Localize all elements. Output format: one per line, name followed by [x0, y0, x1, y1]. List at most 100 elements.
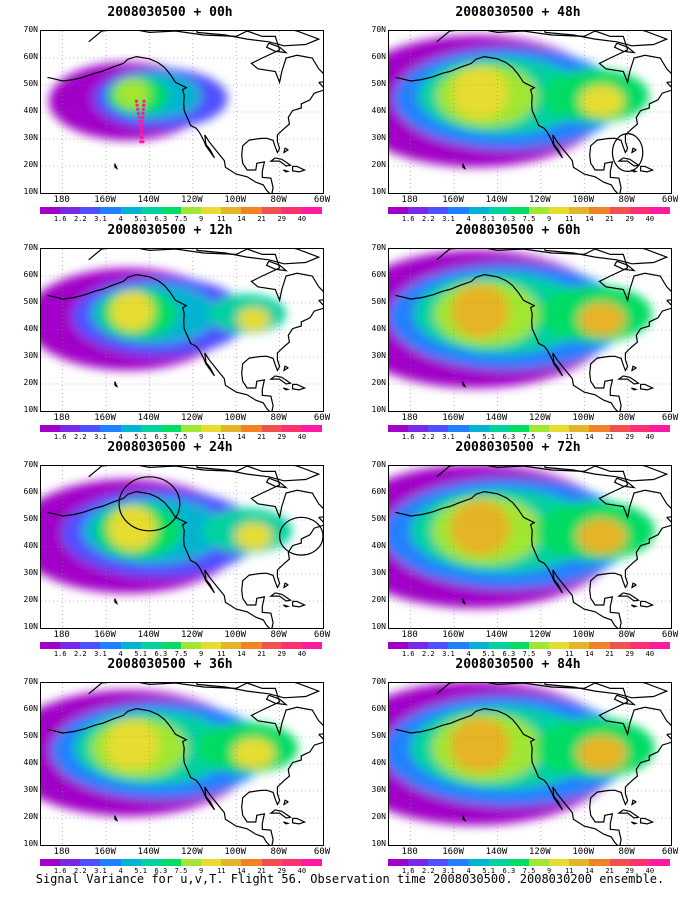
colorbar-label: 11 — [565, 215, 574, 223]
colorbar-label: 21 — [605, 867, 614, 875]
colorbar-label: 9 — [547, 433, 552, 441]
colorbar-label: 9 — [199, 215, 204, 223]
coastline — [395, 466, 671, 628]
colorbar-segment — [40, 207, 61, 214]
colorbar-segment — [549, 642, 570, 649]
coastline — [47, 249, 323, 411]
latitude-label: 60N — [371, 487, 386, 496]
colorbar-segment — [301, 207, 322, 214]
variance-field — [41, 31, 323, 193]
colorbar-segment — [261, 642, 282, 649]
longitude-label: 160W — [94, 847, 116, 857]
flight-track-dot — [139, 136, 143, 140]
colorbar-labels: 1.6 2.2 3.1 4 5.1 6.3 7.5 9 11 14 21 29 40 — [388, 215, 670, 224]
colorbar-label: 7.5 — [174, 867, 188, 875]
longitude-label: 180 — [401, 195, 418, 205]
colorbar-label: 11 — [565, 867, 574, 875]
shaded-variance — [389, 35, 650, 168]
colorbar-segment — [221, 207, 242, 214]
colorbar-segment — [40, 859, 61, 866]
colorbar-segment — [609, 425, 630, 432]
variance-field — [41, 683, 323, 845]
latitude-label: 70N — [371, 460, 386, 469]
colorbar-label: 21 — [257, 433, 266, 441]
longitude-label: 180 — [401, 413, 418, 423]
longitude-label: 100W — [224, 630, 247, 640]
longitude-label: 160W — [442, 630, 464, 640]
colorbar-segment — [649, 425, 670, 432]
map-area — [40, 30, 324, 194]
colorbar-label: 11 — [217, 215, 226, 223]
colorbar-label: 1.6 — [53, 215, 67, 223]
longitude-label: 180 — [53, 195, 70, 205]
colorbar-segment — [241, 859, 262, 866]
colorbar-label: 29 — [277, 215, 286, 223]
longitude-label: 180 — [401, 630, 418, 640]
colorbar-segment — [201, 859, 222, 866]
longitude-label: 180 — [53, 413, 70, 423]
colorbar-label: 1.6 — [401, 433, 415, 441]
latitude-label: 30N — [23, 133, 38, 142]
colorbar-segment — [468, 859, 489, 866]
colorbar-label: 1.6 — [53, 433, 67, 441]
colorbar-segment — [160, 859, 181, 866]
colorbar-segment — [528, 859, 550, 866]
shaded-variance — [41, 268, 287, 371]
colorbar-segment — [180, 207, 202, 214]
longitude-label: 160W — [94, 413, 116, 423]
latitude-label: 50N — [23, 514, 38, 523]
colorbar-label: 4 — [118, 867, 123, 875]
colorbar-segment — [201, 425, 222, 432]
colorbar-segment — [140, 859, 161, 866]
longitude-label: 120W — [529, 630, 551, 640]
colorbar-label: 2.2 — [73, 433, 87, 441]
colorbar-label: 40 — [645, 650, 655, 658]
latitude-label: 10N — [371, 405, 386, 414]
colorbar-segment — [180, 642, 202, 649]
colorbar-label: 40 — [297, 650, 307, 658]
colorbar-label: 3.1 — [94, 867, 107, 875]
shaded-variance — [41, 690, 299, 817]
colorbar-segment — [428, 642, 449, 649]
coastline — [395, 31, 671, 193]
latitude-label: 60N — [371, 704, 386, 713]
colorbar-segment — [428, 859, 449, 866]
colorbar-labels: 1.6 2.2 3.1 4 5.1 6.3 7.5 9 11 14 21 29 40 — [40, 867, 322, 876]
colorbar-label: 40 — [297, 867, 307, 875]
latitude-label: 50N — [23, 297, 38, 306]
colorbar-segment — [80, 859, 101, 866]
colorbar-label: 9 — [199, 867, 204, 875]
flight-track-dot — [140, 119, 145, 124]
map-area — [388, 682, 672, 846]
latitude-label: 70N — [23, 677, 38, 686]
latitude-label: 60N — [371, 52, 386, 61]
colorbar-label: 3.1 — [94, 650, 107, 658]
colorbar-segment — [408, 859, 429, 866]
flight-track-dot — [135, 103, 139, 107]
colorbar-label: 21 — [605, 433, 614, 441]
colorbar-segment — [428, 207, 449, 214]
latitude-label: 50N — [371, 297, 386, 306]
colorbar-label: 21 — [257, 867, 266, 875]
colorbar-label: 5.1 — [134, 650, 148, 658]
variance-field — [41, 249, 323, 411]
graticule — [41, 683, 323, 845]
colorbar-segment — [60, 859, 81, 866]
longitude-label: 120W — [529, 413, 551, 423]
colorbar-segment — [120, 207, 141, 214]
colorbar-label: 9 — [547, 215, 552, 223]
colorbar-label: 29 — [277, 650, 286, 658]
flight-track-dot — [140, 127, 144, 132]
colorbar-labels: 1.6 2.2 3.1 4 5.1 6.3 7.5 9 11 14 21 29 40 — [40, 433, 322, 442]
latitude-label: 60N — [23, 487, 38, 496]
colorbar-segment — [301, 859, 322, 866]
colorbar — [388, 859, 670, 866]
colorbar-label: 6.3 — [502, 867, 516, 875]
target-region-ellipse — [118, 476, 181, 532]
colorbar-label: 1.6 — [53, 867, 67, 875]
colorbar-segment — [609, 207, 630, 214]
colorbar — [40, 425, 322, 432]
colorbar-segment — [140, 425, 161, 432]
colorbar-segment — [549, 859, 570, 866]
colorbar-segment — [649, 207, 670, 214]
